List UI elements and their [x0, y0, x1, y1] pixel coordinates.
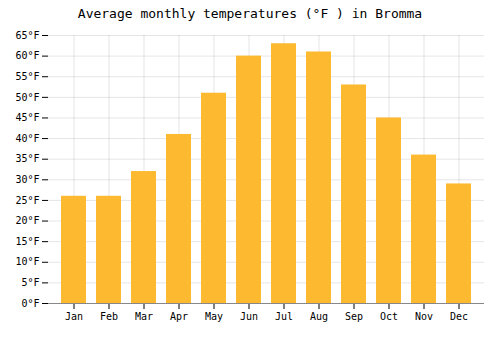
svg-text:5°F: 5°F: [21, 277, 39, 288]
svg-text:10°F: 10°F: [15, 256, 39, 267]
html-text:Average monthly temperatures (: Average monthly temperatures (°F ) in Br…: [77, 6, 423, 21]
svg-text:40°F: 40°F: [15, 133, 39, 144]
svg-text:Feb: Feb: [100, 311, 118, 322]
svg-text:30°F: 30°F: [15, 174, 39, 185]
svg-text:45°F: 45°F: [15, 112, 39, 123]
svg-text:35°F: 35°F: [15, 153, 39, 164]
svg-text:0°F: 0°F: [21, 298, 39, 309]
svg-text:65°F: 65°F: [15, 30, 39, 41]
svg-text:Mar: Mar: [135, 311, 153, 322]
svg-text:20°F: 20°F: [15, 215, 39, 226]
svg-text:Jun: Jun: [240, 311, 258, 322]
svg-text:May: May: [205, 311, 223, 322]
svg-text:Nov: Nov: [415, 311, 433, 322]
svg-text:Sep: Sep: [345, 311, 363, 322]
svg-text:50°F: 50°F: [15, 92, 39, 103]
svg-text:Jan: Jan: [65, 311, 83, 322]
svg-text:55°F: 55°F: [15, 71, 39, 82]
svg-text:25°F: 25°F: [15, 195, 39, 206]
svg-text:Oct: Oct: [380, 311, 398, 322]
svg-text:Aug: Aug: [310, 311, 328, 322]
svg-text:Dec: Dec: [450, 311, 468, 322]
svg-text:60°F: 60°F: [15, 50, 39, 61]
svg-text:Jul: Jul: [275, 311, 293, 322]
svg-text:Apr: Apr: [170, 311, 188, 322]
svg-text:15°F: 15°F: [15, 236, 39, 247]
